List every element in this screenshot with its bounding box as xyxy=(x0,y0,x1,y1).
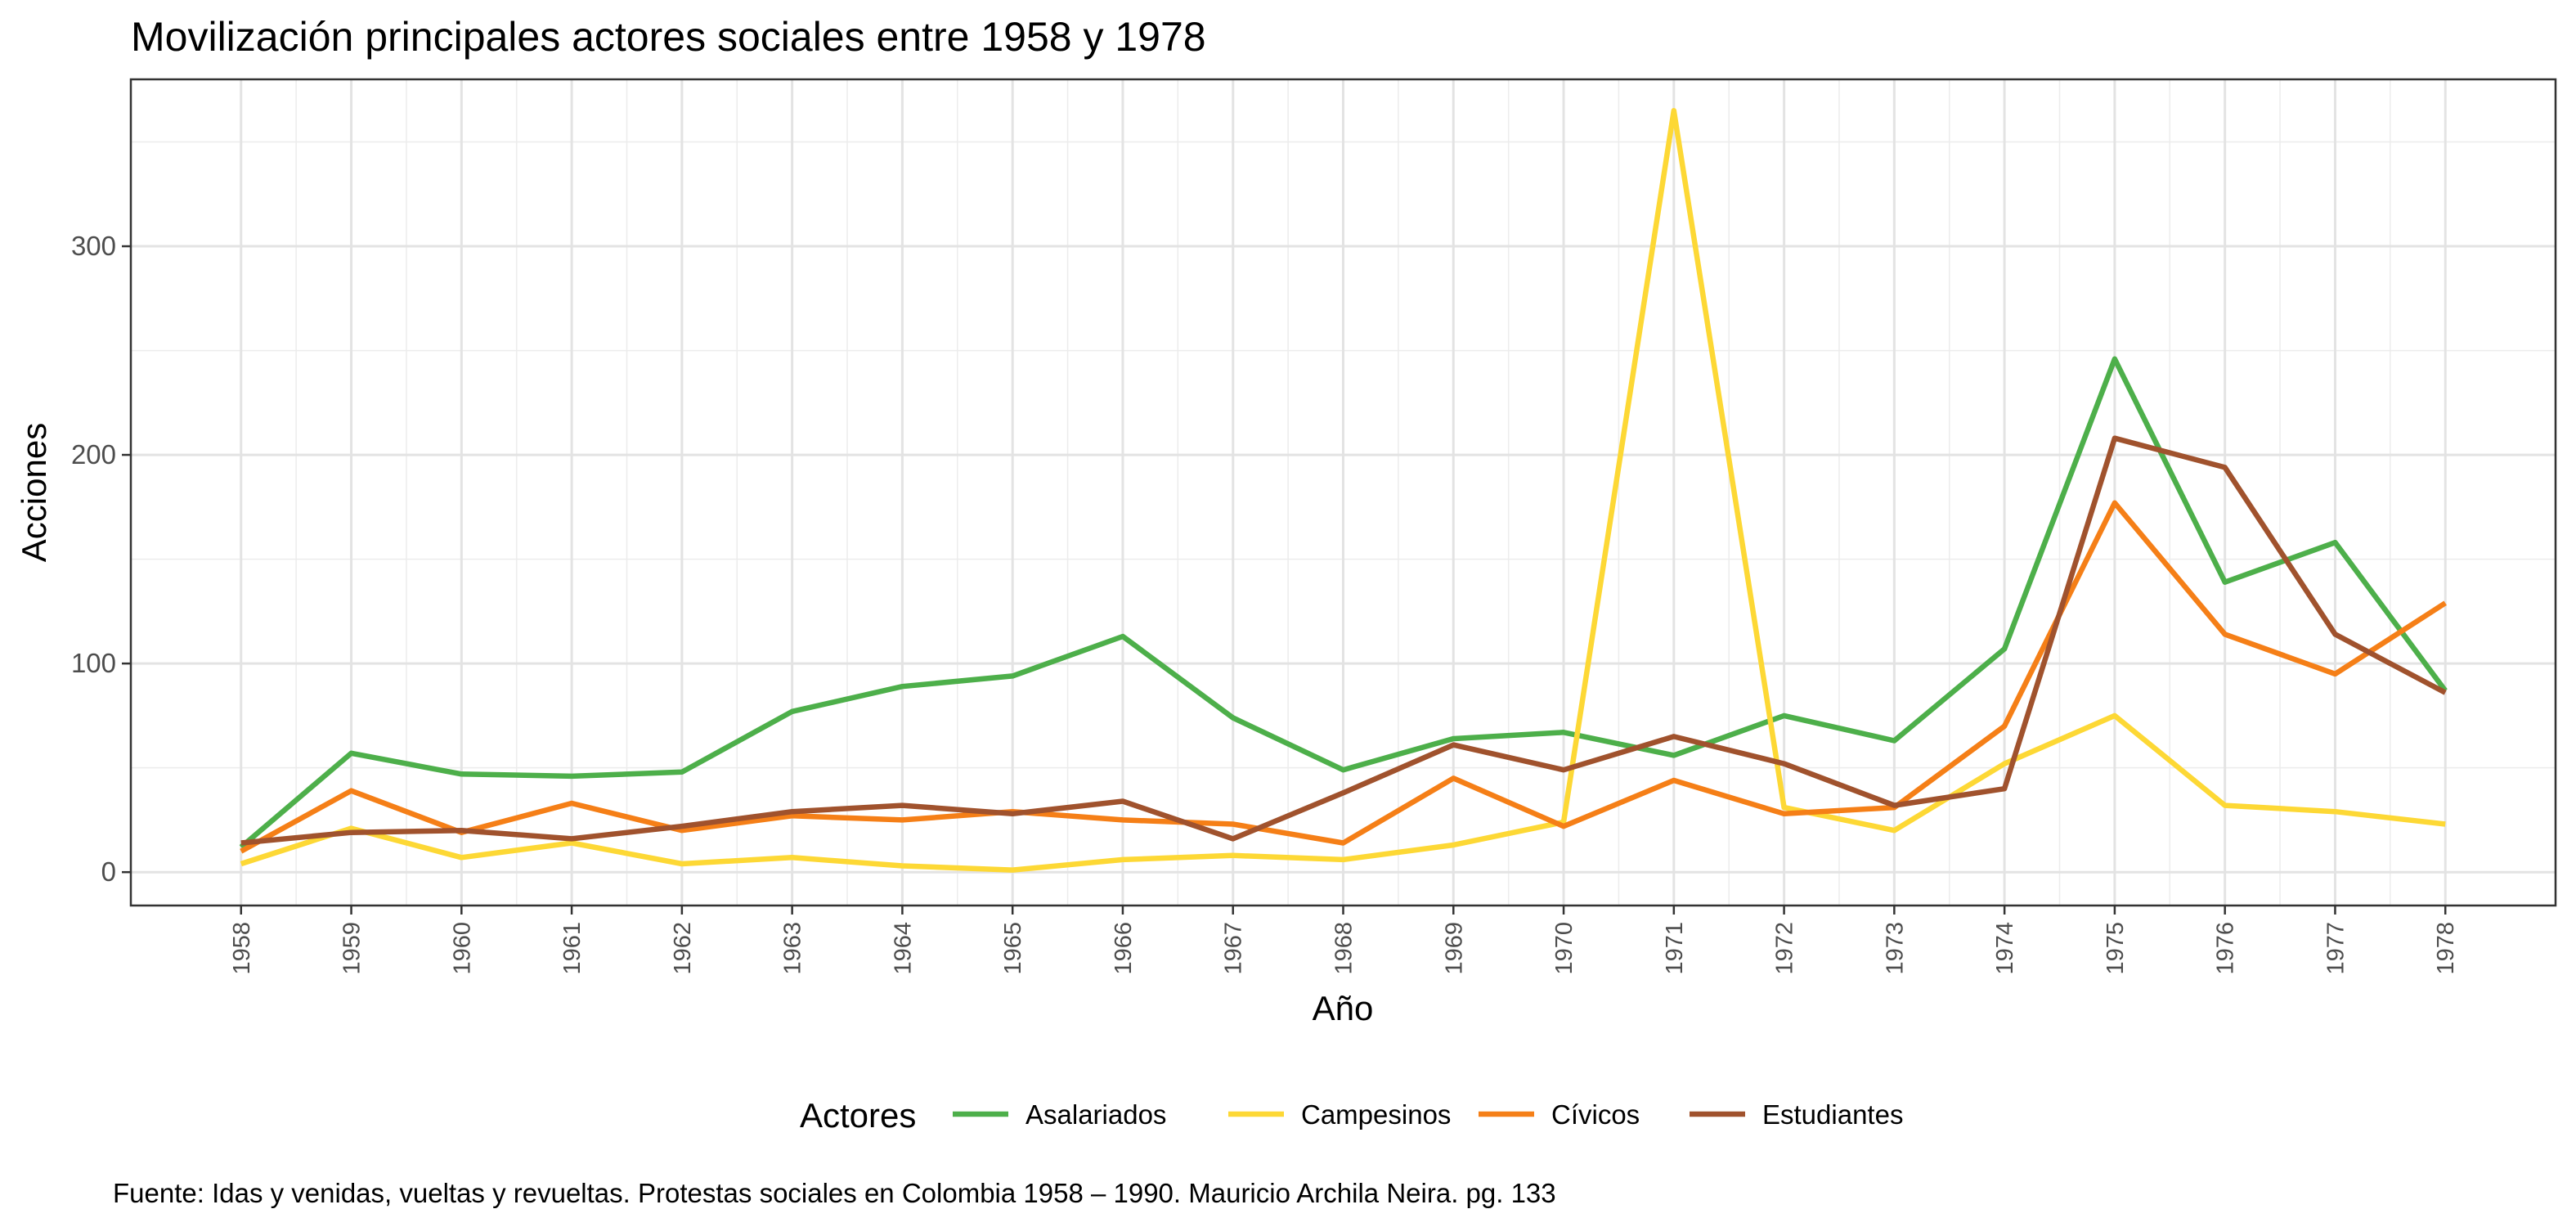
y-tick-label: 200 xyxy=(71,439,116,470)
x-tick-label: 1964 xyxy=(890,922,916,975)
series-line-c-vicos xyxy=(240,500,2447,854)
x-tick-label: 1962 xyxy=(670,922,696,975)
legend-label: Cívicos xyxy=(1551,1099,1640,1130)
x-tick-label: 1974 xyxy=(1992,922,2018,975)
x-tick-label: 1969 xyxy=(1441,922,1467,975)
x-axis-title: Año xyxy=(1313,989,1374,1027)
x-tick-label: 1970 xyxy=(1551,922,1577,975)
x-tick-label: 1971 xyxy=(1662,922,1688,975)
x-tick-label: 1958 xyxy=(229,922,255,975)
legend: Actores Asalariados Campesinos Cívicos Estu… xyxy=(800,1096,1903,1135)
legend-title: Actores xyxy=(800,1096,916,1135)
chart-title: Movilización principales actores sociale… xyxy=(131,14,1206,60)
x-axis: 1958 1959 1960 1961 1962 1963 1964 1965 1966 1967… xyxy=(229,906,2459,975)
x-tick-label: 1977 xyxy=(2322,922,2349,975)
series-line-asalariados xyxy=(239,356,2448,850)
y-tick-label: 300 xyxy=(71,231,116,261)
legend-label: Campesinos xyxy=(1301,1099,1451,1130)
y-tick-label: 0 xyxy=(101,856,116,887)
x-tick-label: 1978 xyxy=(2433,922,2459,975)
x-tick-label: 1973 xyxy=(1882,922,1908,975)
legend-label: Asalariados xyxy=(1025,1099,1166,1130)
x-tick-label: 1965 xyxy=(1000,922,1026,975)
x-tick-label: 1976 xyxy=(2213,922,2239,975)
series-lines xyxy=(239,108,2448,873)
x-tick-label: 1961 xyxy=(559,922,586,975)
x-tick-label: 1972 xyxy=(1772,922,1798,975)
x-tick-label: 1968 xyxy=(1331,922,1358,975)
y-axis-title: Acciones xyxy=(15,423,53,562)
x-tick-label: 1960 xyxy=(449,922,475,975)
x-tick-label: 1966 xyxy=(1111,922,1137,975)
x-tick-label: 1975 xyxy=(2103,922,2129,975)
plot-panel xyxy=(129,78,2557,907)
x-tick-label: 1959 xyxy=(339,922,366,975)
source-caption: Fuente: Idas y venidas, vueltas y revuel… xyxy=(113,1178,1556,1208)
series-line-campesinos xyxy=(240,108,2446,873)
series-line-estudiantes xyxy=(240,435,2447,846)
y-tick-label: 100 xyxy=(71,648,116,678)
y-axis: 0 100 200 300 xyxy=(71,231,131,887)
x-tick-label: 1963 xyxy=(780,922,806,975)
legend-label: Estudiantes xyxy=(1762,1099,1903,1130)
x-tick-label: 1967 xyxy=(1221,922,1247,975)
